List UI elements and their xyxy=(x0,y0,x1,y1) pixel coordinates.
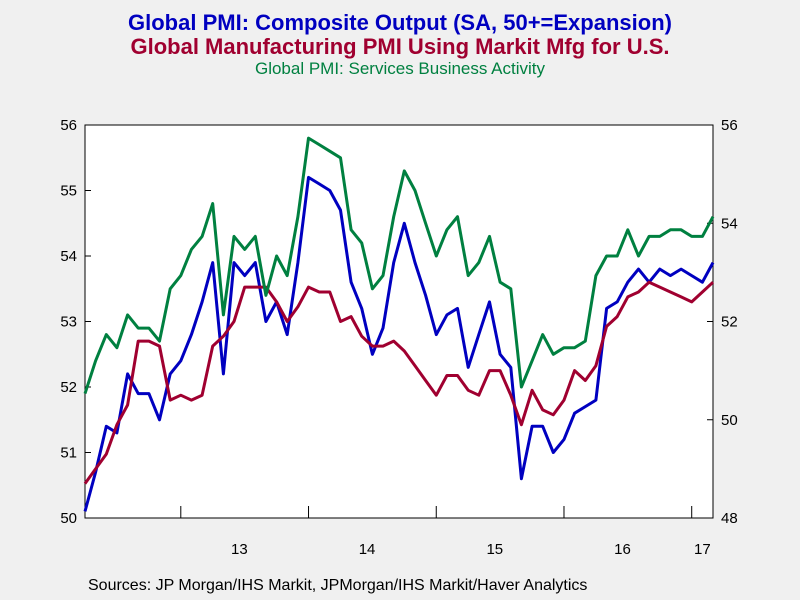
chart-title-services: Global PMI: Services Business Activity xyxy=(254,59,546,78)
left-axis-tick-label: 51 xyxy=(60,445,77,462)
right-axis-tick-label: 52 xyxy=(721,314,738,331)
x-axis-tick-label: 16 xyxy=(614,541,631,558)
series-line-3 xyxy=(83,136,715,395)
series-line-1 xyxy=(83,175,715,512)
chart-titles: Global PMI: Composite Output (SA, 50+=Ex… xyxy=(0,10,800,78)
right-axis-tick-label: 48 xyxy=(721,510,738,527)
left-axis-tick-label: 55 xyxy=(60,183,77,200)
x-axis-tick-label: 15 xyxy=(486,541,503,558)
left-axis-tick-label: 56 xyxy=(60,117,77,134)
right-axis-tick-label: 50 xyxy=(721,412,738,429)
right-axis-tick-label: 56 xyxy=(721,117,738,134)
chart-title-manufacturing: Global Manufacturing PMI Using Markit Mf… xyxy=(130,34,670,59)
source-note: Sources: JP Morgan/IHS Markit, JPMorgan/… xyxy=(88,577,588,594)
left-axis-tick-label: 50 xyxy=(60,510,77,527)
left-axis-tick-label: 53 xyxy=(60,314,77,331)
x-axis-tick-label: 17 xyxy=(694,541,711,558)
left-axis-tick-label: 54 xyxy=(60,248,77,265)
plot-area xyxy=(84,124,714,519)
x-axis-tick-label: 14 xyxy=(359,541,376,558)
x-axis-tick-label: 13 xyxy=(231,541,248,558)
right-axis-tick-label: 54 xyxy=(721,215,738,232)
left-axis-tick-label: 52 xyxy=(60,379,77,396)
chart-title-composite: Global PMI: Composite Output (SA, 50+=Ex… xyxy=(128,10,672,35)
series-line-2 xyxy=(83,280,715,485)
